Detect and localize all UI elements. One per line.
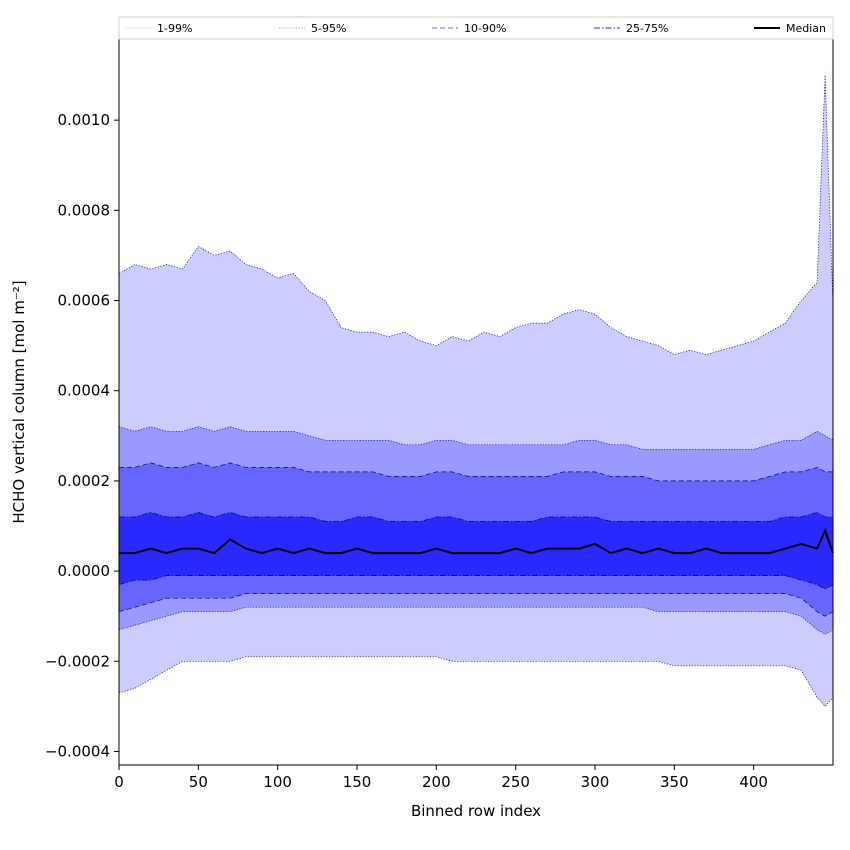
x-tick-label: 200 <box>422 773 451 791</box>
y-tick-label: 0.0006 <box>58 292 111 310</box>
x-tick-label: 250 <box>501 773 530 791</box>
x-tick-label: 0 <box>114 773 124 791</box>
band-line-lower-10-90% <box>118 593 834 617</box>
band-line-upper-5-95% <box>118 426 834 450</box>
y-tick-label: 0.0008 <box>58 201 111 219</box>
legend-label: 25-75% <box>626 22 668 35</box>
x-axis-label: Binned row index <box>411 802 541 820</box>
x-tick-label: 150 <box>343 773 372 791</box>
y-axis: −0.0004 −0.0002 0.0000 0.0002 0.0004 0.0006 0.… <box>45 111 119 760</box>
legend-label: 10-90% <box>464 22 506 35</box>
x-tick-label: 350 <box>660 773 689 791</box>
band-line-upper-25-75% <box>119 512 833 522</box>
legend-label: Median <box>786 22 826 35</box>
y-tick-label: 0.0000 <box>58 562 111 580</box>
plot-area <box>118 75 834 707</box>
band-line-upper-1-99% <box>118 75 834 356</box>
y-tick-label: 0.0002 <box>58 472 111 490</box>
median-line <box>119 527 834 555</box>
legend-label: 1-99% <box>157 22 192 35</box>
band-fill-25-75% <box>119 512 833 590</box>
band-line-upper-10-90% <box>119 462 833 482</box>
legend-label: 5-95% <box>311 22 346 35</box>
x-axis: 0 50 100 150 200 250 300 350 400 <box>114 765 768 791</box>
x-tick-label: 400 <box>739 773 768 791</box>
x-tick-label: 300 <box>581 773 610 791</box>
band-line-lower-1-99% <box>118 656 834 707</box>
y-axis-label: HCHO vertical column [mol m⁻²] <box>10 280 28 523</box>
legend: 1-99% 5-95% 10-90% 25-75% Median <box>118 16 834 40</box>
x-tick-label: 50 <box>189 773 208 791</box>
y-tick-label: 0.0004 <box>58 382 111 400</box>
y-tick-label: −0.0002 <box>45 652 110 670</box>
x-tick-label: 100 <box>263 773 292 791</box>
legend-frame <box>118 16 834 40</box>
y-tick-label: −0.0004 <box>45 742 110 760</box>
y-tick-label: 0.0010 <box>58 111 111 129</box>
